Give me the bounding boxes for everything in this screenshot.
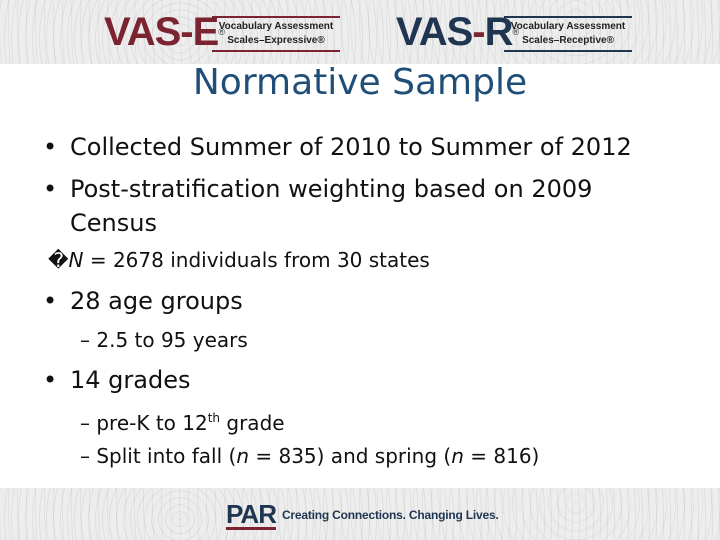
bullet-collected: Collected Summer of 2010 to Summer of 20… bbox=[70, 133, 632, 161]
sub-age-range: – 2.5 to 95 years bbox=[80, 328, 248, 352]
bullet-marker: • bbox=[43, 287, 58, 315]
par-footer-logo: PAR Creating Connections. Changing Lives… bbox=[226, 498, 526, 532]
sub-grade-range: – pre-K to 12th grade bbox=[80, 411, 285, 435]
vas-e-mark: VAS-E® bbox=[104, 10, 225, 54]
bullet-marker: • bbox=[43, 175, 58, 203]
sub-fall-spring: – Split into fall (n = 835) and spring (… bbox=[80, 444, 540, 468]
par-tagline: Creating Connections. Changing Lives. bbox=[281, 508, 499, 522]
bullet-weighting-line2: Census bbox=[70, 209, 157, 237]
bullet-age-groups: 28 age groups bbox=[70, 287, 243, 315]
vas-r-tagline: Vocabulary Assessment Scales–Receptive® bbox=[504, 16, 632, 52]
slide-title: Normative Sample bbox=[192, 62, 528, 103]
bullet-grades: 14 grades bbox=[70, 366, 191, 394]
vas-e-logo: VAS-E® Vocabulary Assessment Scales–Expr… bbox=[104, 10, 344, 54]
bullet-marker: • bbox=[43, 133, 58, 161]
sample-size-line: �N = 2678 individuals from 30 states bbox=[48, 248, 430, 272]
footer-band bbox=[0, 488, 720, 540]
header-band bbox=[0, 0, 720, 64]
vas-r-logo: VAS-R® Vocabulary Assessment Scales–Rece… bbox=[396, 10, 636, 54]
vas-r-mark: VAS-R® bbox=[396, 10, 519, 54]
bullet-marker: • bbox=[43, 366, 58, 394]
par-brand-mark: PAR bbox=[226, 498, 277, 530]
vas-e-tagline: Vocabulary Assessment Scales–Expressive® bbox=[212, 16, 340, 52]
bullet-weighting-line1: Post-stratification weighting based on 2… bbox=[70, 175, 593, 203]
